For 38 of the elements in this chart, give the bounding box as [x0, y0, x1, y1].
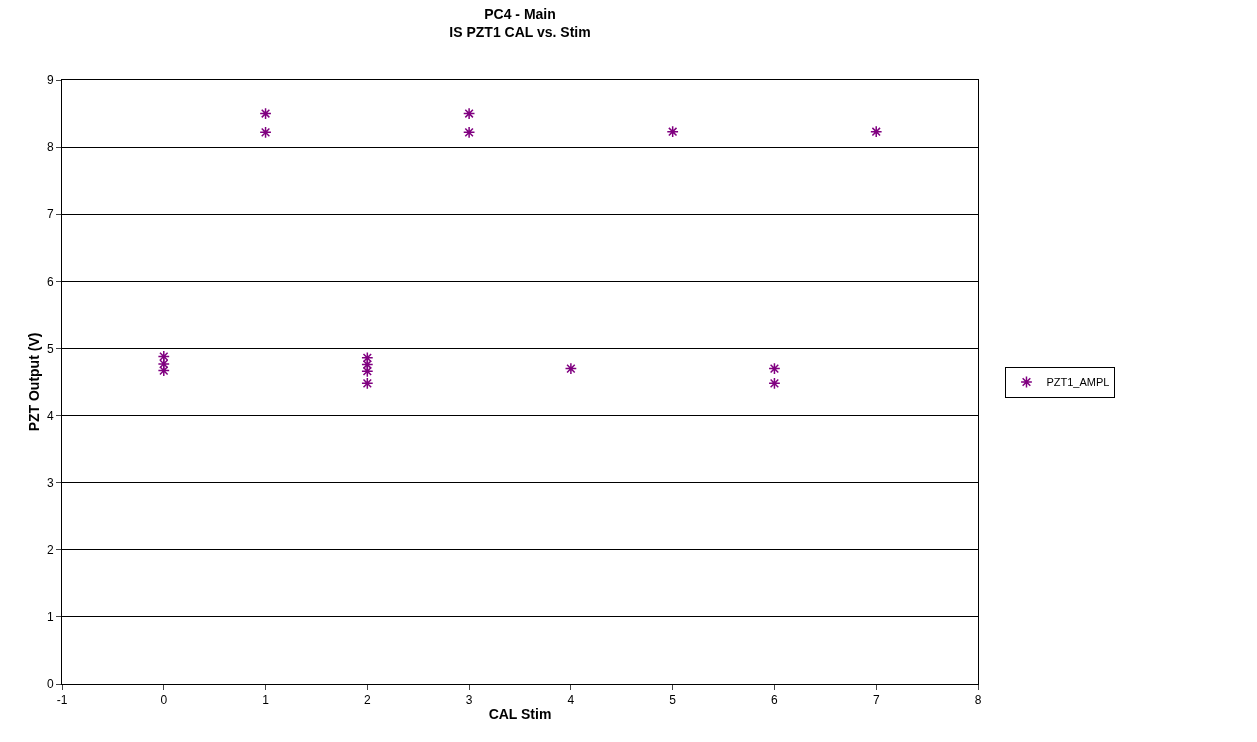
y-tick-label: 3 [46, 475, 54, 490]
point [361, 377, 374, 390]
x-tick-label: 6 [771, 693, 779, 708]
y-tick-label: 0 [46, 677, 54, 692]
x-tick-label: 5 [669, 693, 677, 708]
x-tick-label: 7 [872, 693, 880, 708]
x-tick-label: 3 [465, 693, 473, 708]
legend-label: PZT1_AMPL [1046, 376, 1110, 389]
y-tick-label: 9 [46, 73, 54, 88]
x-tick-label: 8 [974, 693, 982, 708]
x-tick-label: -1 [56, 693, 68, 708]
y-tick-label: 1 [46, 610, 54, 625]
point [564, 362, 578, 375]
point [768, 377, 781, 390]
point [361, 365, 374, 378]
x-tick-label: 0 [160, 693, 168, 708]
point [462, 107, 476, 120]
point [259, 107, 272, 120]
x-tick-label: 4 [567, 693, 575, 708]
point [462, 126, 476, 139]
y-tick-label: 5 [46, 341, 54, 356]
x-axis-title: CAL Stim [488, 705, 552, 722]
point [666, 125, 679, 138]
point [157, 350, 170, 363]
y-tick-label: 8 [46, 140, 54, 155]
point [157, 364, 170, 377]
y-tick-label: 4 [46, 408, 54, 423]
point [361, 351, 374, 364]
y-tick-label: 2 [46, 542, 54, 557]
y-axis-title: PZT Output (V) [25, 332, 42, 432]
y-tick-label: 7 [46, 207, 54, 222]
point [870, 125, 883, 138]
point [259, 126, 272, 139]
chart-title: PC4 - Main IS PZT1 CAL vs. Stim [449, 5, 591, 40]
x-tick-label: 2 [363, 693, 371, 708]
y-tick-label: 6 [46, 274, 54, 289]
x-tick-label: 1 [262, 693, 270, 708]
point [768, 362, 781, 375]
